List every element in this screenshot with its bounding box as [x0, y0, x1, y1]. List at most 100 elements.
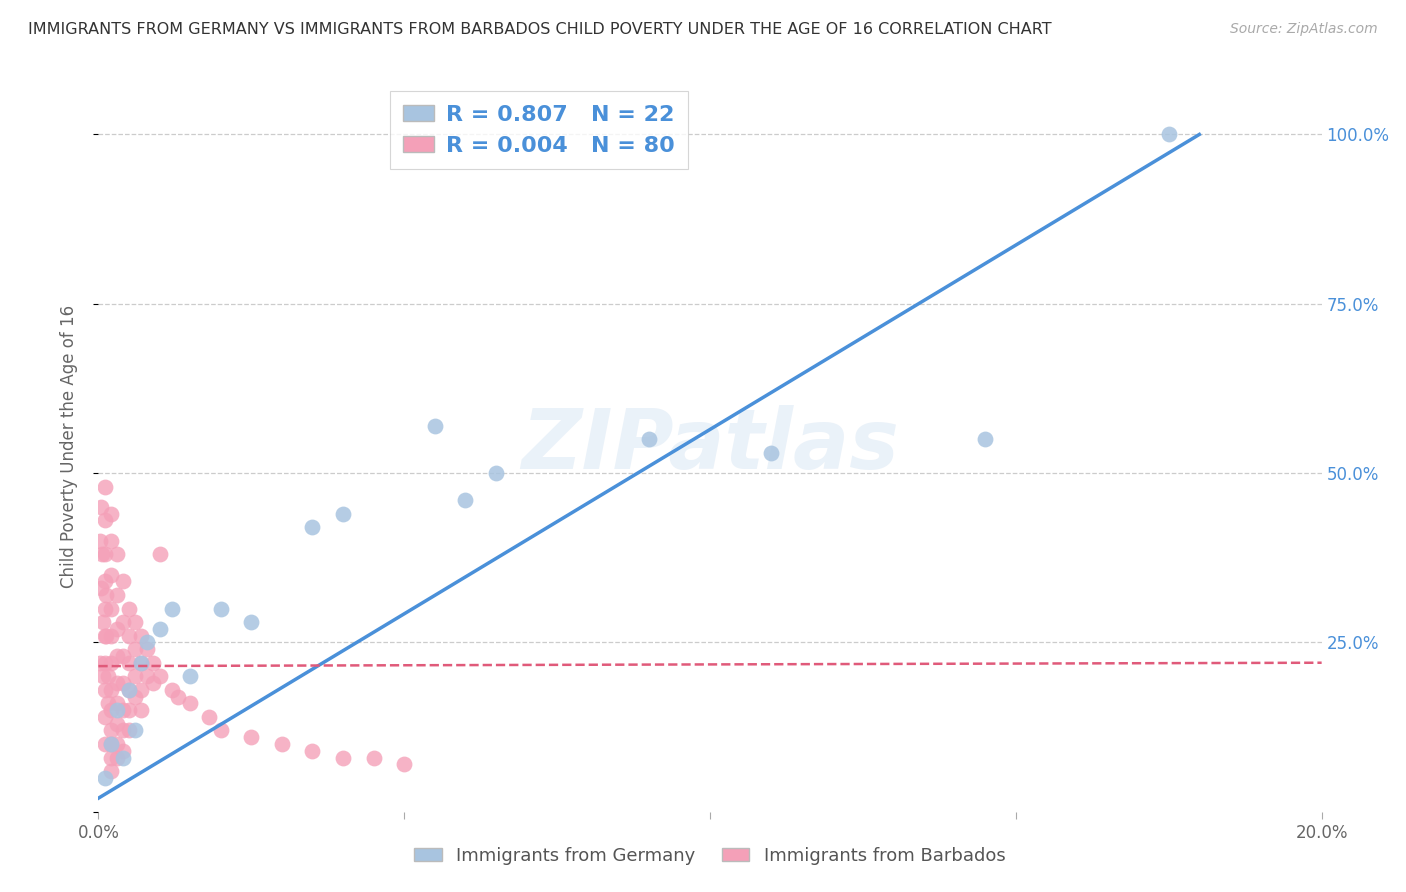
Point [129, 682, 152, 697]
Point [111, 615, 134, 629]
Point [100, 682, 122, 697]
Point [105, 697, 128, 711]
Point [209, 723, 232, 738]
Point [240, 615, 263, 629]
Point [392, 757, 416, 772]
Point [136, 669, 159, 683]
Point [124, 642, 146, 657]
Point [105, 750, 128, 764]
Point [93, 710, 115, 724]
Y-axis label: Child Poverty Under the Age of 16: Child Poverty Under the Age of 16 [59, 304, 77, 588]
Point [142, 676, 165, 690]
Point [89, 533, 111, 548]
Point [332, 750, 354, 764]
Point [301, 520, 323, 534]
Point [197, 710, 219, 724]
Point [124, 723, 146, 738]
Text: IMMIGRANTS FROM GERMANY VS IMMIGRANTS FROM BARBADOS CHILD POVERTY UNDER THE AGE : IMMIGRANTS FROM GERMANY VS IMMIGRANTS FR… [28, 22, 1052, 37]
Point [100, 764, 122, 778]
Point [100, 737, 122, 751]
Point [142, 656, 165, 670]
Point [129, 656, 152, 670]
Point [91, 669, 114, 683]
Point [111, 703, 134, 717]
Point [105, 648, 128, 663]
Point [91, 615, 114, 629]
Point [124, 615, 146, 629]
Point [240, 730, 263, 744]
Point [111, 750, 134, 764]
Text: Source: ZipAtlas.com: Source: ZipAtlas.com [1230, 22, 1378, 37]
Point [118, 682, 141, 697]
Point [93, 601, 115, 615]
Point [111, 744, 134, 758]
Point [209, 601, 232, 615]
Point [105, 716, 128, 731]
Point [485, 466, 508, 480]
Point [105, 588, 128, 602]
Point [93, 771, 115, 785]
Point [118, 723, 141, 738]
Point [100, 629, 122, 643]
Point [270, 737, 292, 751]
Point [93, 656, 115, 670]
Point [100, 533, 122, 548]
Point [89, 656, 111, 670]
Point [118, 682, 141, 697]
Point [118, 601, 141, 615]
Point [90, 500, 112, 514]
Point [100, 601, 122, 615]
Point [160, 601, 183, 615]
Point [974, 432, 997, 446]
Point [94, 588, 117, 602]
Point [91, 547, 114, 561]
Point [100, 737, 122, 751]
Point [96, 629, 118, 643]
Point [93, 480, 115, 494]
Legend: Immigrants from Germany, Immigrants from Barbados: Immigrants from Germany, Immigrants from… [408, 839, 1012, 872]
Point [100, 567, 122, 582]
Point [100, 656, 122, 670]
Point [149, 669, 172, 683]
Point [179, 697, 201, 711]
Point [111, 723, 134, 738]
Point [93, 574, 115, 589]
Point [167, 690, 190, 704]
Point [363, 750, 385, 764]
Point [100, 507, 122, 521]
Point [105, 622, 128, 636]
Point [93, 629, 115, 643]
Point [105, 676, 128, 690]
Point [90, 581, 112, 595]
Point [105, 737, 128, 751]
Point [111, 676, 134, 690]
Point [160, 682, 183, 697]
Point [637, 432, 661, 446]
Point [105, 703, 128, 717]
Point [111, 648, 134, 663]
Point [124, 669, 146, 683]
Point [118, 629, 141, 643]
Point [423, 418, 446, 433]
Point [97, 669, 120, 683]
Point [454, 493, 477, 508]
Point [93, 514, 115, 528]
Point [149, 622, 172, 636]
Text: ZIPatlas: ZIPatlas [522, 406, 898, 486]
Point [179, 669, 201, 683]
Point [149, 547, 172, 561]
Point [100, 723, 122, 738]
Point [136, 642, 159, 657]
Point [93, 682, 115, 697]
Point [124, 690, 146, 704]
Point [111, 574, 134, 589]
Point [97, 697, 120, 711]
Point [100, 703, 122, 717]
Point [93, 547, 115, 561]
Point [301, 744, 323, 758]
Point [105, 547, 128, 561]
Point [129, 629, 152, 643]
Point [136, 635, 159, 649]
Point [100, 750, 122, 764]
Point [1157, 128, 1180, 142]
